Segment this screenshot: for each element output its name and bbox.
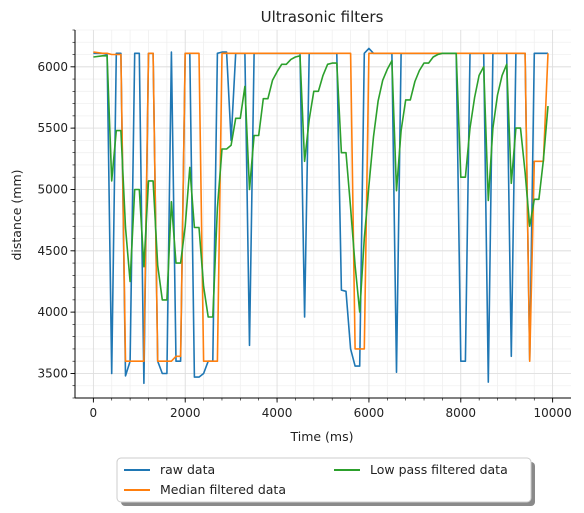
y-tick-label: 3500: [37, 366, 68, 380]
x-tick-label: 0: [90, 406, 98, 420]
legend-label-2: Median filtered data: [160, 482, 286, 497]
y-tick-label: 5000: [37, 182, 68, 196]
series-line-2: [93, 51, 549, 363]
grid: [75, 29, 571, 399]
legend-box: [116, 457, 532, 503]
series-line-1: [93, 47, 548, 385]
axes: 0 2000 4000 6000 8000 10000 3500 4000 4500 5000 55…: [37, 29, 572, 420]
legend-label-1: raw data: [160, 462, 215, 477]
y-tick-label: 6000: [37, 60, 68, 74]
series-line-3: [93, 52, 549, 318]
legend: raw data Median filtered data Low pass fil…: [116, 457, 535, 506]
y-tick-label: 5500: [37, 121, 68, 135]
x-tick-label: 8000: [446, 406, 477, 420]
x-tick-label: 4000: [262, 406, 293, 420]
series-lines: [93, 47, 549, 385]
y-axis-label: distance (mm): [9, 169, 24, 260]
y-tick-label: 4500: [37, 244, 68, 258]
x-tick-label: 10000: [534, 406, 572, 420]
legend-label-3: Low pass filtered data: [370, 462, 508, 477]
chart-title: Ultrasonic filters: [261, 8, 384, 26]
x-tick-label: 2000: [170, 406, 201, 420]
x-axis-label: Time (ms): [289, 429, 353, 444]
x-tick-label: 6000: [354, 406, 385, 420]
y-tick-label: 4000: [37, 305, 68, 319]
